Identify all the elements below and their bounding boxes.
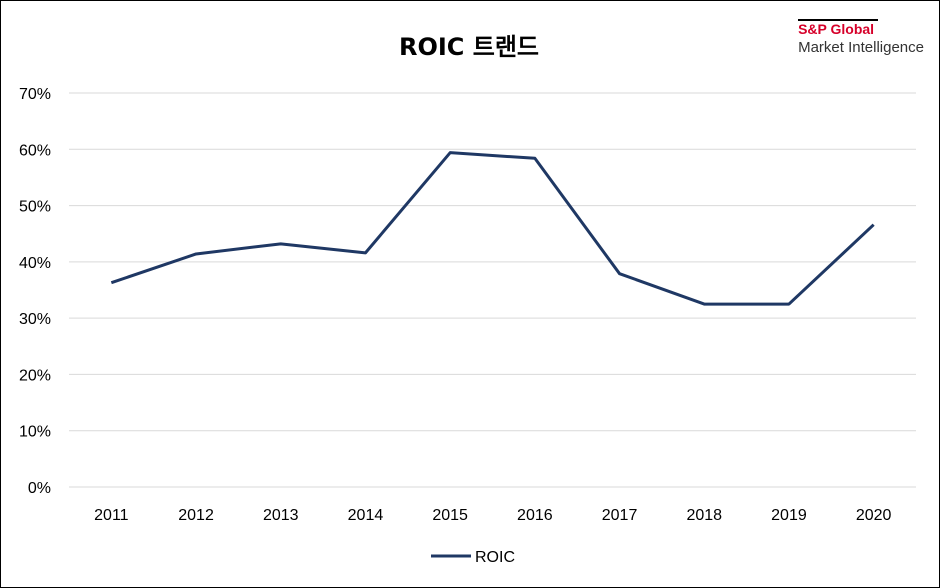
legend: ROIC [431, 549, 515, 566]
x-tick-label: 2011 [94, 507, 129, 524]
logo-subtitle: Market Intelligence [798, 39, 924, 56]
x-tick-label: 2015 [432, 507, 468, 524]
logo-brand: S&P Global [798, 19, 879, 37]
x-tick-label: 2016 [517, 507, 553, 524]
y-tick-label: 60% [19, 142, 51, 159]
grid-lines [69, 92, 916, 488]
x-tick-label: 2019 [771, 507, 807, 524]
y-tick-label: 40% [19, 255, 51, 272]
x-axis-ticks: 2011 2012 2013 2014 2015 2016 2017 2018 2019 2020 [94, 507, 891, 524]
sp-global-logo: S&P Global Market Intelligence [798, 19, 924, 57]
chart-title: ROIC 트랜드 [399, 33, 539, 61]
series-layer [110, 151, 875, 306]
series-line-roic [110, 151, 875, 306]
x-tick-label: 2014 [348, 507, 384, 524]
y-tick-label: 10% [19, 424, 51, 441]
y-tick-label: 0% [28, 480, 51, 497]
x-tick-label: 2013 [263, 507, 299, 524]
y-tick-label: 50% [19, 199, 51, 216]
legend-label-roic: ROIC [475, 549, 515, 566]
y-tick-label: 30% [19, 311, 51, 328]
x-tick-label: 2017 [602, 507, 638, 524]
x-tick-label: 2012 [178, 507, 214, 524]
x-tick-label: 2020 [856, 507, 892, 524]
x-tick-label: 2018 [686, 507, 722, 524]
y-axis-ticks: 0% 10% 20% 30% 40% 50% 60% 70% [19, 86, 51, 497]
y-tick-label: 70% [19, 86, 51, 103]
y-tick-label: 20% [19, 367, 51, 384]
